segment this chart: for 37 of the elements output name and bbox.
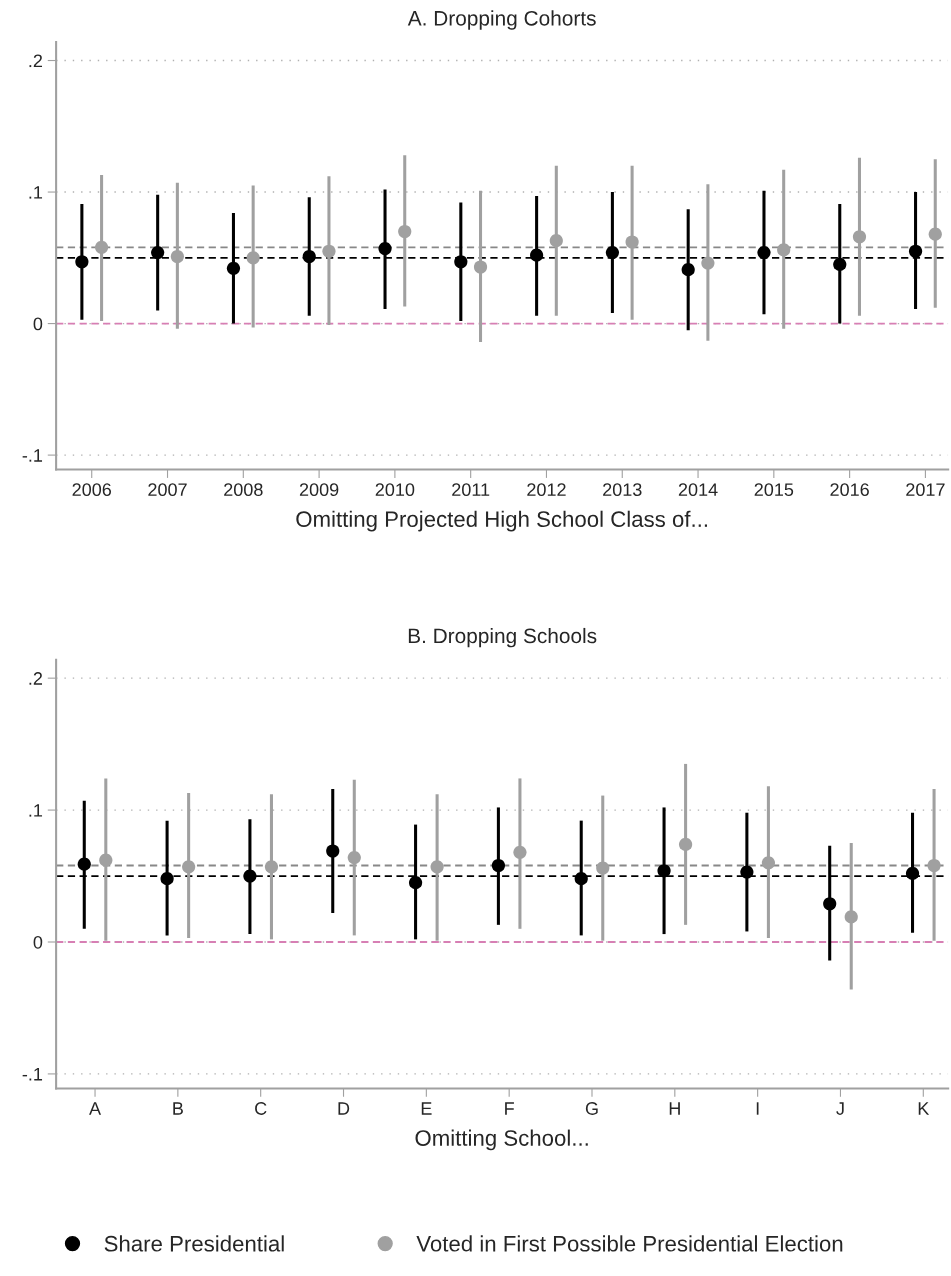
y-tick-label: .2	[29, 54, 43, 68]
x-axis-title: Omitting School...	[415, 1129, 588, 1151]
chart-title: B. Dropping Schools	[408, 627, 597, 648]
x-tick-label: D	[338, 1102, 350, 1115]
x-tick-label: 2013	[603, 483, 642, 497]
y-tick-label: 0	[33, 317, 43, 331]
x-axis-title: Omitting Projected High School Class of...	[296, 510, 707, 532]
x-tick-label: 2016	[830, 483, 869, 497]
x-tick-label: 2012	[527, 483, 566, 497]
x-tick-label: G	[585, 1102, 598, 1115]
x-tick-label: 2011	[452, 483, 490, 497]
y-tick-label: .1	[29, 186, 43, 199]
x-tick-label: F	[505, 1102, 514, 1115]
x-tick-label: J	[836, 1102, 844, 1115]
x-tick-label: B	[173, 1102, 183, 1115]
x-tick-label: I	[756, 1102, 759, 1115]
x-tick-label: 2015	[754, 483, 794, 497]
y-tick-label: 0	[33, 935, 43, 949]
chart-title: A. Dropping Cohorts	[407, 10, 596, 30]
x-tick-label: K	[918, 1102, 930, 1115]
x-tick-label: E	[421, 1102, 432, 1115]
x-tick-label: H	[669, 1102, 680, 1115]
x-tick-label: C	[255, 1102, 267, 1115]
legend-label: Share Presidential	[104, 1235, 284, 1252]
x-tick-label: 2014	[678, 483, 718, 497]
legend-label: Voted in First Possible Presidential Election	[416, 1235, 843, 1252]
y-tick-label: .1	[29, 804, 43, 817]
y-tick-label: -.1	[22, 1068, 43, 1081]
x-tick-label: 2017	[906, 483, 945, 497]
y-tick-label: .2	[29, 672, 43, 685]
x-tick-label: A	[89, 1102, 102, 1115]
x-tick-label: 2006	[72, 483, 112, 497]
x-tick-label: 2009	[299, 483, 339, 497]
x-tick-label: 2008	[224, 483, 263, 497]
x-tick-label: 2010	[375, 483, 415, 497]
x-tick-label: 2007	[148, 483, 187, 497]
y-tick-label: -.1	[22, 449, 43, 462]
